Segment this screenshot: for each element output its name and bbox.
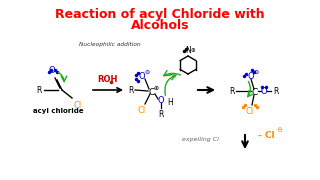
Text: Cl: Cl — [246, 107, 254, 116]
Text: R: R — [129, 86, 134, 94]
Text: N: N — [185, 46, 191, 55]
Text: Nucleophilic addition: Nucleophilic addition — [79, 42, 141, 47]
Text: R: R — [230, 87, 235, 96]
Text: O: O — [49, 66, 55, 75]
Text: R: R — [273, 87, 278, 96]
Text: R: R — [36, 86, 42, 94]
Text: ⊕: ⊕ — [191, 48, 195, 53]
Text: ⊕: ⊕ — [153, 86, 159, 91]
Text: ⊖: ⊖ — [253, 69, 259, 75]
Text: O: O — [158, 96, 164, 105]
Text: H: H — [167, 98, 173, 107]
Text: ⊖: ⊖ — [276, 127, 282, 133]
Text: O: O — [248, 71, 254, 80]
Text: C: C — [149, 87, 155, 96]
Text: Reaction of acyl Chloride with: Reaction of acyl Chloride with — [55, 8, 265, 21]
Text: O: O — [139, 71, 145, 80]
Text: ⊖: ⊖ — [144, 69, 150, 75]
Text: R: R — [158, 110, 164, 119]
Text: acyl chloride: acyl chloride — [33, 108, 83, 114]
Text: - Cl: - Cl — [258, 130, 275, 140]
Text: Cl: Cl — [74, 101, 82, 110]
Text: Alcohols: Alcohols — [131, 19, 189, 32]
Text: expelling Cl: expelling Cl — [181, 138, 219, 143]
Text: Cl: Cl — [138, 106, 146, 115]
Text: O: O — [261, 87, 267, 96]
Text: C: C — [252, 87, 258, 96]
Text: ROH: ROH — [97, 75, 117, 84]
